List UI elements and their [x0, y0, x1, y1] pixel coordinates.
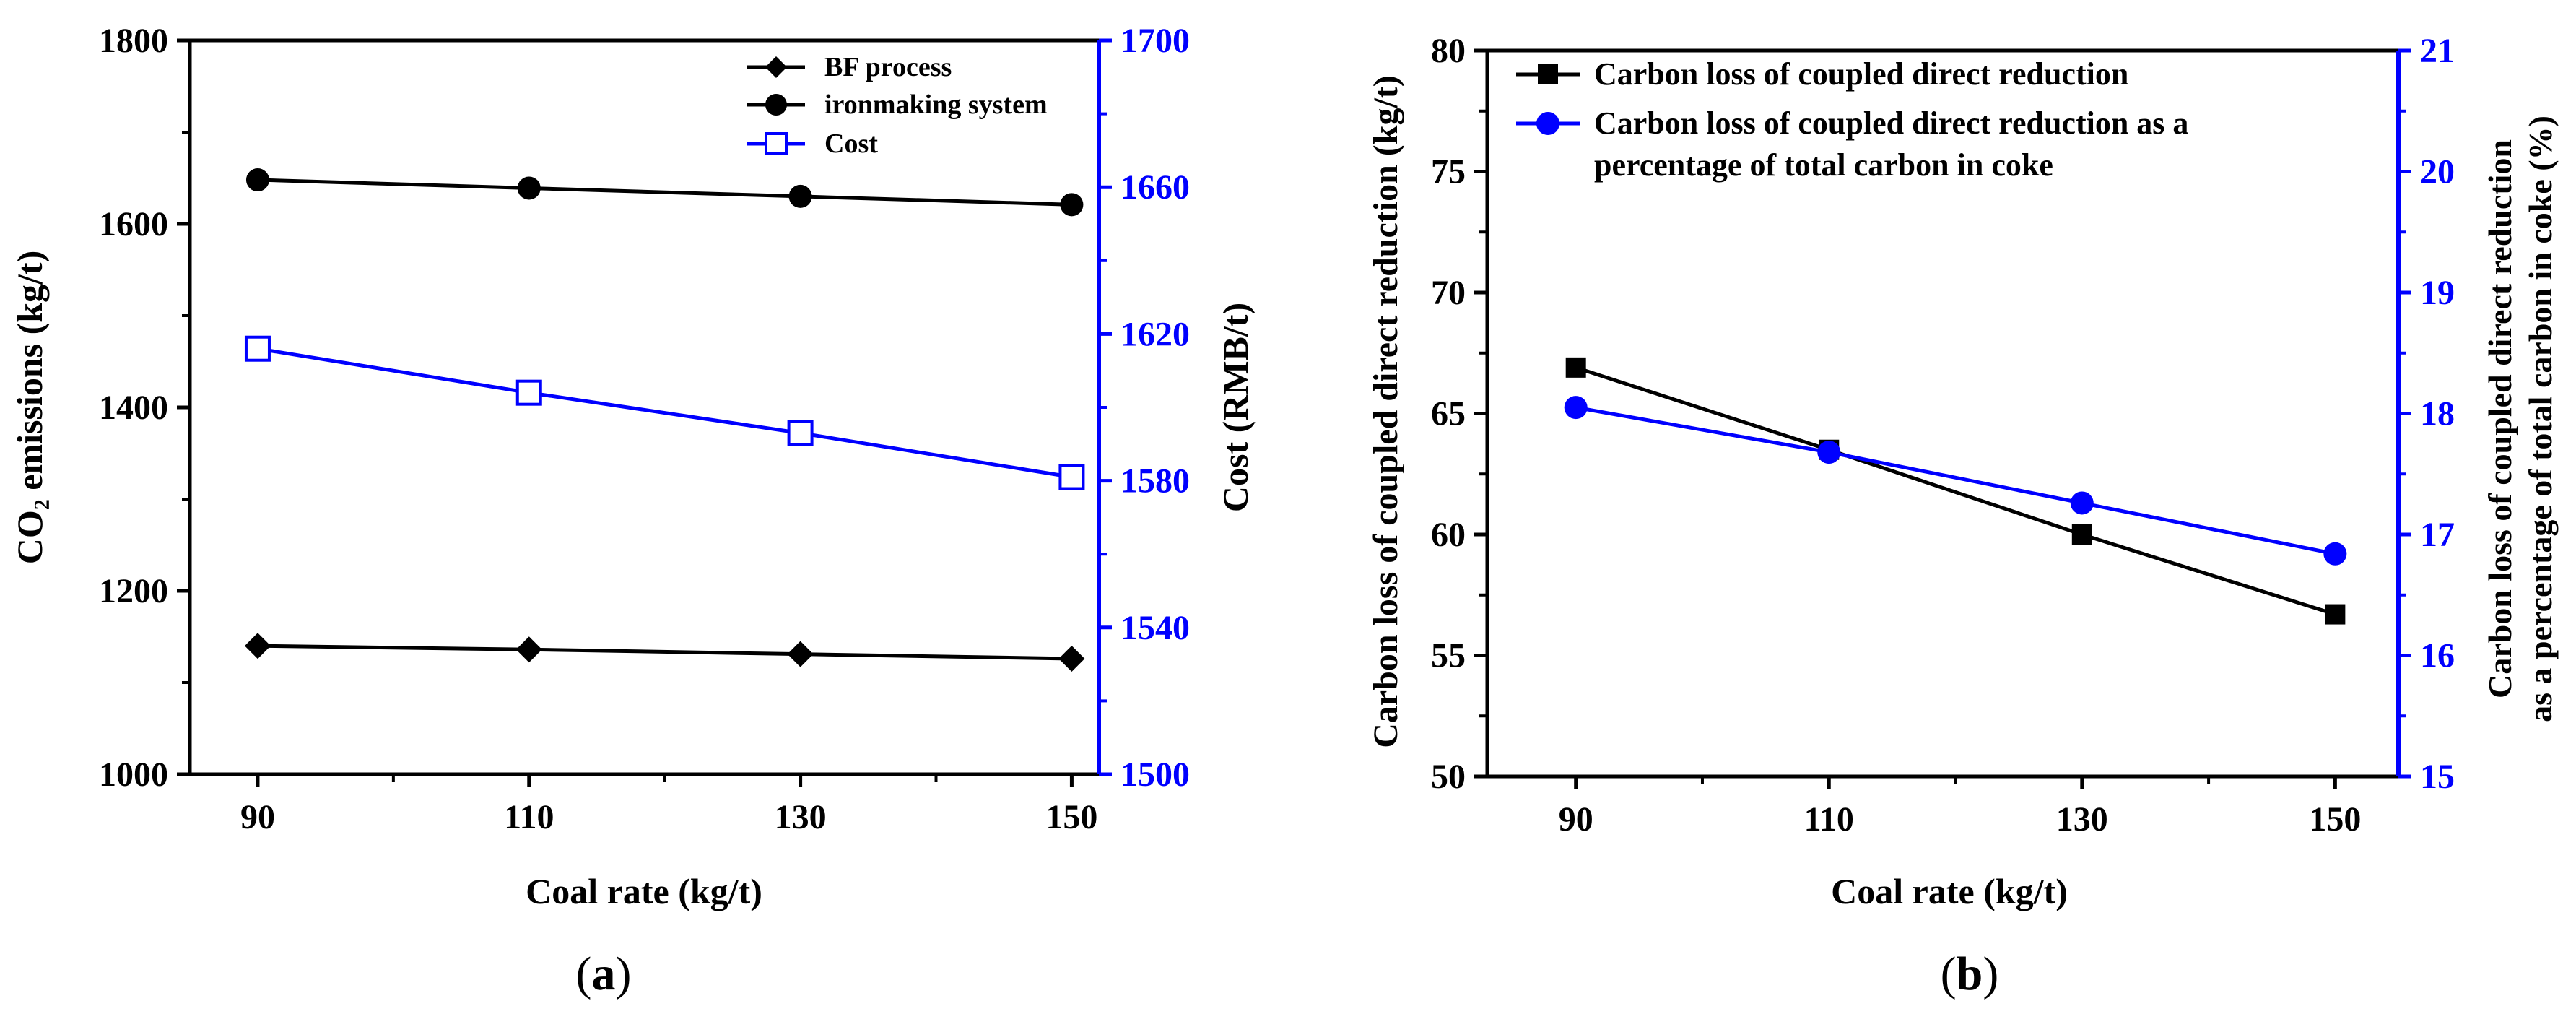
left-y-tick-label: 60 [1431, 516, 1466, 554]
x-tick-label: 110 [504, 798, 554, 836]
right-y-tick-label: 15 [2420, 758, 2455, 796]
panel-a-x-ticks: 90 110 130 150 [240, 774, 1097, 836]
x-tick-label: 110 [1804, 800, 1854, 838]
series-0-point [1058, 645, 1085, 672]
right-y-tick-label: 20 [2420, 153, 2455, 191]
legend-label-carbon-loss: Carbon loss of coupled direct reduction [1594, 56, 2128, 92]
legend-label-carbon-loss-percentage-line-1: Carbon loss of coupled direct reduction … [1594, 105, 2188, 141]
x-tick-label: 130 [2056, 800, 2108, 838]
panel-a-caption-letter: a [592, 948, 616, 1000]
right-y-tick-label: 18 [2420, 395, 2455, 433]
legend-label-cost: Cost [824, 129, 878, 159]
panel-a-caption: (a) [576, 948, 632, 1000]
series-1-point [245, 168, 269, 192]
panel-a: 90 110 130 150 1000 1200 1400 1600 1800 1500 154… [9, 22, 1256, 1000]
panel-b-series [1564, 357, 2347, 625]
panel-b-left-y-axis-label: Carbon loss of coupled direct reduction … [1367, 75, 1405, 748]
series-1-point [517, 176, 541, 200]
panel-a-right-y-ticks: 1500 1540 1580 1620 1660 1700 [1099, 22, 1190, 794]
right-y-tick-label: 21 [2420, 32, 2455, 70]
left-y-tick-label: 55 [1431, 637, 1466, 675]
series-1-point [1060, 193, 1084, 217]
left-y-tick-label: 50 [1431, 758, 1466, 796]
panel-a-left-y-ticks: 1000 1200 1400 1600 1800 [99, 22, 190, 794]
panel-a-plot-frame [188, 38, 1101, 776]
panel-a-x-axis-label: Coal rate (kg/t) [526, 871, 762, 911]
series-0-line [1575, 365, 2336, 616]
series-1-line [257, 178, 1072, 207]
series-0-line [257, 644, 1072, 661]
legend-label-bf-process: BF process [824, 52, 952, 82]
legend-marker-carbon-loss [1538, 64, 1558, 84]
right-y-tick-label: 19 [2420, 274, 2455, 312]
right-y-tick-label: 17 [2420, 516, 2455, 554]
left-y-tick-label: 65 [1431, 395, 1466, 433]
panel-b-caption: (b) [1941, 948, 1999, 1000]
series-2-point [515, 379, 542, 406]
right-y-tick-label: 16 [2420, 637, 2455, 675]
right-y-tick-label: 1620 [1121, 315, 1190, 353]
left-y-tick-label: 70 [1431, 274, 1466, 312]
right-y-tick-label: 1580 [1121, 462, 1190, 500]
legend-marker-cost [765, 132, 788, 155]
x-tick-label: 130 [775, 798, 827, 836]
right-y-tick-label: 1540 [1121, 609, 1190, 647]
panel-b-x-axis-label: Coal rate (kg/t) [1831, 871, 2068, 911]
series-0-point [2071, 524, 2092, 545]
series-1-point [788, 184, 812, 208]
series-0-point [1565, 357, 1586, 378]
series-0-point [787, 641, 814, 667]
panel-b-left-y-ticks: 50 55 60 65 70 75 80 [1431, 32, 1487, 796]
x-tick-label: 90 [240, 798, 275, 836]
legend-marker-ironmaking-system [765, 94, 787, 116]
series-1-point [1564, 396, 1588, 420]
left-y-tick-label: 75 [1431, 153, 1466, 191]
left-y-tick-label: 1800 [99, 22, 168, 60]
panel-b-caption-letter: b [1957, 948, 1983, 1000]
panel-a-left-y-axis-label: CO₂ emissions (kg/t) [9, 251, 50, 564]
legend-label-ironmaking-system: ironmaking system [824, 90, 1048, 120]
legend-label-carbon-loss-percentage-line-2: percentage of total carbon in coke [1594, 147, 2053, 183]
left-y-tick-label: 1600 [99, 205, 168, 243]
series-1-line [1575, 405, 2336, 556]
series-0-point [515, 636, 542, 663]
panel-b-legend: Carbon loss of coupled direct reduction … [1516, 56, 2188, 183]
series-0-point [244, 633, 271, 659]
panel-a-series [244, 168, 1085, 672]
left-y-tick-label: 1000 [99, 755, 168, 794]
series-1-point [2323, 542, 2347, 566]
x-tick-label: 150 [2309, 800, 2361, 838]
panel-b: 90 110 130 150 50 55 60 65 70 75 80 15 16 17 18 19 20 2… [1367, 32, 2559, 1000]
panel-b-right-y-ticks: 15 16 17 18 19 20 21 [2398, 32, 2455, 796]
series-0-point [2325, 604, 2346, 625]
x-tick-label: 150 [1045, 798, 1097, 836]
panel-b-right-y-axis-label-line-2: as a percentage of total carbon in coke … [2522, 116, 2559, 722]
right-y-tick-label: 1660 [1121, 168, 1190, 207]
legend-marker-carbon-loss-percentage [1536, 112, 1559, 135]
series-1-point [1817, 441, 1841, 464]
left-y-tick-label: 80 [1431, 32, 1466, 70]
left-y-tick-label: 1200 [99, 572, 168, 610]
series-2-point [244, 335, 271, 362]
series-1-point [2070, 491, 2094, 515]
right-y-tick-label: 1700 [1121, 22, 1190, 60]
panel-a-legend: BF process ironmaking system Cost [747, 52, 1048, 159]
series-2-point [787, 420, 814, 446]
x-tick-label: 90 [1559, 800, 1593, 838]
series-2-point [1058, 464, 1085, 490]
panel-b-x-ticks: 90 110 130 150 [1559, 776, 2361, 838]
left-y-tick-label: 1400 [99, 389, 168, 427]
panel-b-right-y-axis-label-line-1: Carbon loss of coupled direct reduction [2481, 139, 2518, 698]
right-y-tick-label: 1500 [1121, 755, 1190, 794]
panel-a-right-y-axis-label: Cost (RMB/t) [1215, 303, 1256, 512]
series-2-line [257, 347, 1072, 479]
legend-marker-bf-process [765, 56, 787, 78]
